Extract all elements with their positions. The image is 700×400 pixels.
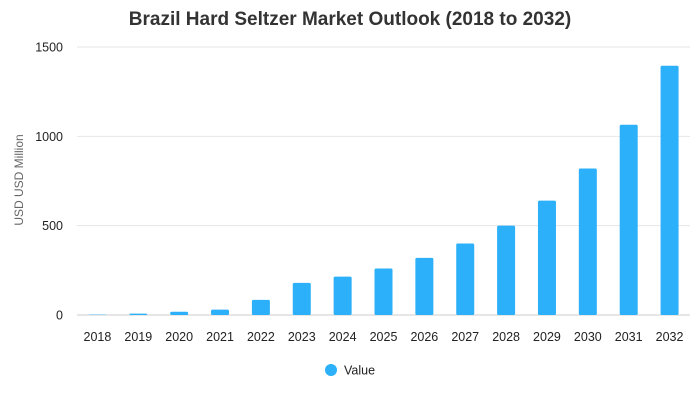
y-tick-label: 1500: [35, 41, 63, 55]
x-tick-label: 2027: [451, 330, 479, 344]
bar-2019[interactable]: [129, 313, 148, 315]
bar-2023[interactable]: [292, 282, 311, 315]
bar-2032[interactable]: [660, 65, 679, 315]
bar-2029[interactable]: [537, 200, 556, 315]
legend-swatch-value: [325, 364, 337, 376]
x-tick-label: 2029: [533, 330, 561, 344]
bar-2020[interactable]: [170, 311, 189, 315]
x-tick-label: 2028: [492, 330, 520, 344]
x-tick-label: 2032: [656, 330, 684, 344]
y-axis-label: USD USD Million: [12, 134, 26, 225]
bar-2028[interactable]: [497, 225, 516, 315]
x-tick-label: 2019: [124, 330, 152, 344]
bar-2021[interactable]: [211, 309, 230, 315]
x-tick-label: 2020: [165, 330, 193, 344]
y-tick-label: 500: [42, 219, 63, 233]
legend-label-value: Value: [344, 364, 375, 378]
y-tick-label: 0: [56, 309, 63, 323]
y-tick-labels: 0 500 1000 1500: [35, 41, 63, 323]
x-tick-label: 2022: [247, 330, 275, 344]
x-tick-label: 2024: [329, 330, 357, 344]
legend[interactable]: Value: [325, 364, 375, 378]
bar-2026[interactable]: [415, 257, 434, 315]
bar-2024[interactable]: [333, 276, 352, 315]
x-tick-label: 2023: [288, 330, 316, 344]
bar-2022[interactable]: [251, 299, 270, 315]
bar-2027[interactable]: [456, 243, 475, 315]
x-tick-label: 2025: [370, 330, 398, 344]
x-tick-label: 2018: [84, 330, 112, 344]
x-tick-label: 2026: [410, 330, 438, 344]
chart-title: Brazil Hard Seltzer Market Outlook (2018…: [129, 9, 571, 30]
bars: [88, 65, 679, 315]
bar-2025[interactable]: [374, 268, 393, 315]
x-tick-label: 2030: [574, 330, 602, 344]
x-tick-label: 2021: [206, 330, 234, 344]
x-tick-labels: 2018 2019 2020 2021 2022 2023 2024 2025 2026 2027…: [84, 330, 684, 344]
bar-2031[interactable]: [619, 124, 638, 315]
y-tick-label: 1000: [35, 130, 63, 144]
bar-2030[interactable]: [578, 168, 597, 315]
x-tick-label: 2031: [615, 330, 643, 344]
